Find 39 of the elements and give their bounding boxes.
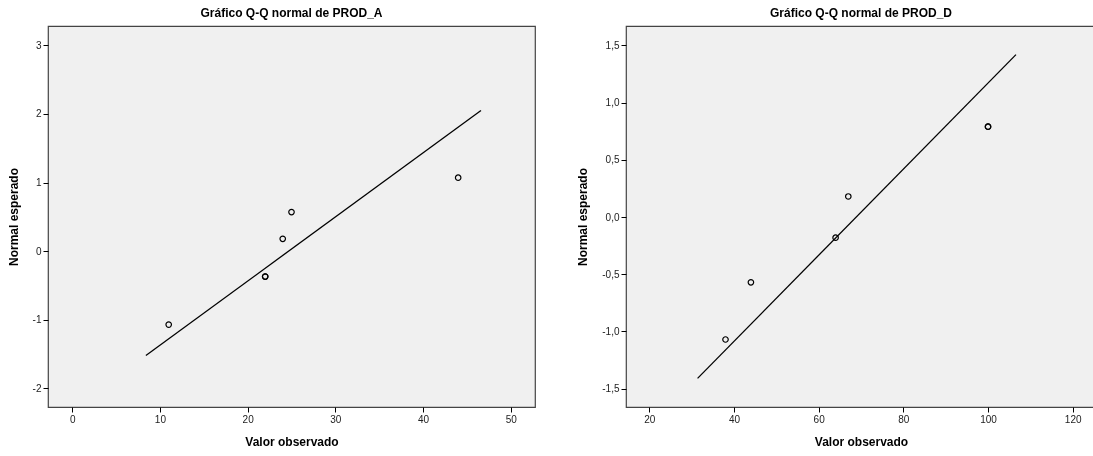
x-axis-title: Valor observado bbox=[814, 434, 909, 449]
y-tick-label: -0,5 bbox=[602, 268, 620, 280]
x-tick-label: 0 bbox=[69, 413, 76, 425]
y-tick-label: 0,5 bbox=[605, 154, 620, 166]
point bbox=[288, 208, 295, 216]
y-tick-label: -1 bbox=[32, 314, 42, 326]
y-tick-label: 1,5 bbox=[605, 39, 620, 51]
y-axis-title: Normal esperado bbox=[6, 167, 21, 267]
point bbox=[832, 234, 839, 241]
x-axis-title: Valor observado bbox=[245, 434, 339, 449]
x-tick-label: 30 bbox=[330, 413, 342, 425]
y-tick-label: 3 bbox=[35, 39, 42, 51]
x-tick-label: 100 bbox=[980, 413, 998, 425]
y-axis-title: Normal esperado bbox=[576, 167, 591, 267]
x-tick-label: 20 bbox=[242, 413, 255, 425]
x-tick-label: 10 bbox=[154, 413, 167, 425]
x-tick-label: 40 bbox=[728, 413, 741, 425]
x-tick-label: 40 bbox=[418, 413, 430, 425]
chart-title: Gráfico Q-Q normal de PROD_A bbox=[200, 6, 383, 20]
point bbox=[747, 278, 755, 286]
x-tick-label: 60 bbox=[813, 413, 826, 425]
y-tick-label: 2 bbox=[35, 108, 42, 120]
point bbox=[844, 193, 852, 200]
y-tick-label: 0,0 bbox=[605, 211, 620, 223]
point bbox=[279, 235, 287, 243]
y-tick-label: -2 bbox=[32, 382, 42, 394]
y-tick-label: -1,5 bbox=[602, 383, 620, 395]
point bbox=[454, 174, 462, 182]
x-tick-label: 20 bbox=[644, 413, 656, 425]
y-tick-label: -1,0 bbox=[602, 325, 620, 337]
x-tick-label: 80 bbox=[898, 413, 910, 425]
point bbox=[165, 321, 173, 328]
y-tick-label: 0 bbox=[35, 245, 42, 257]
y-tick-label: 1,0 bbox=[605, 97, 620, 109]
y-tick-label: 1 bbox=[35, 177, 42, 189]
chart-title: Gráfico Q-Q normal de PROD_D bbox=[769, 6, 953, 20]
x-tick-label: 50 bbox=[505, 413, 518, 425]
point bbox=[722, 336, 729, 343]
x-tick-label: 120 bbox=[1064, 413, 1082, 425]
